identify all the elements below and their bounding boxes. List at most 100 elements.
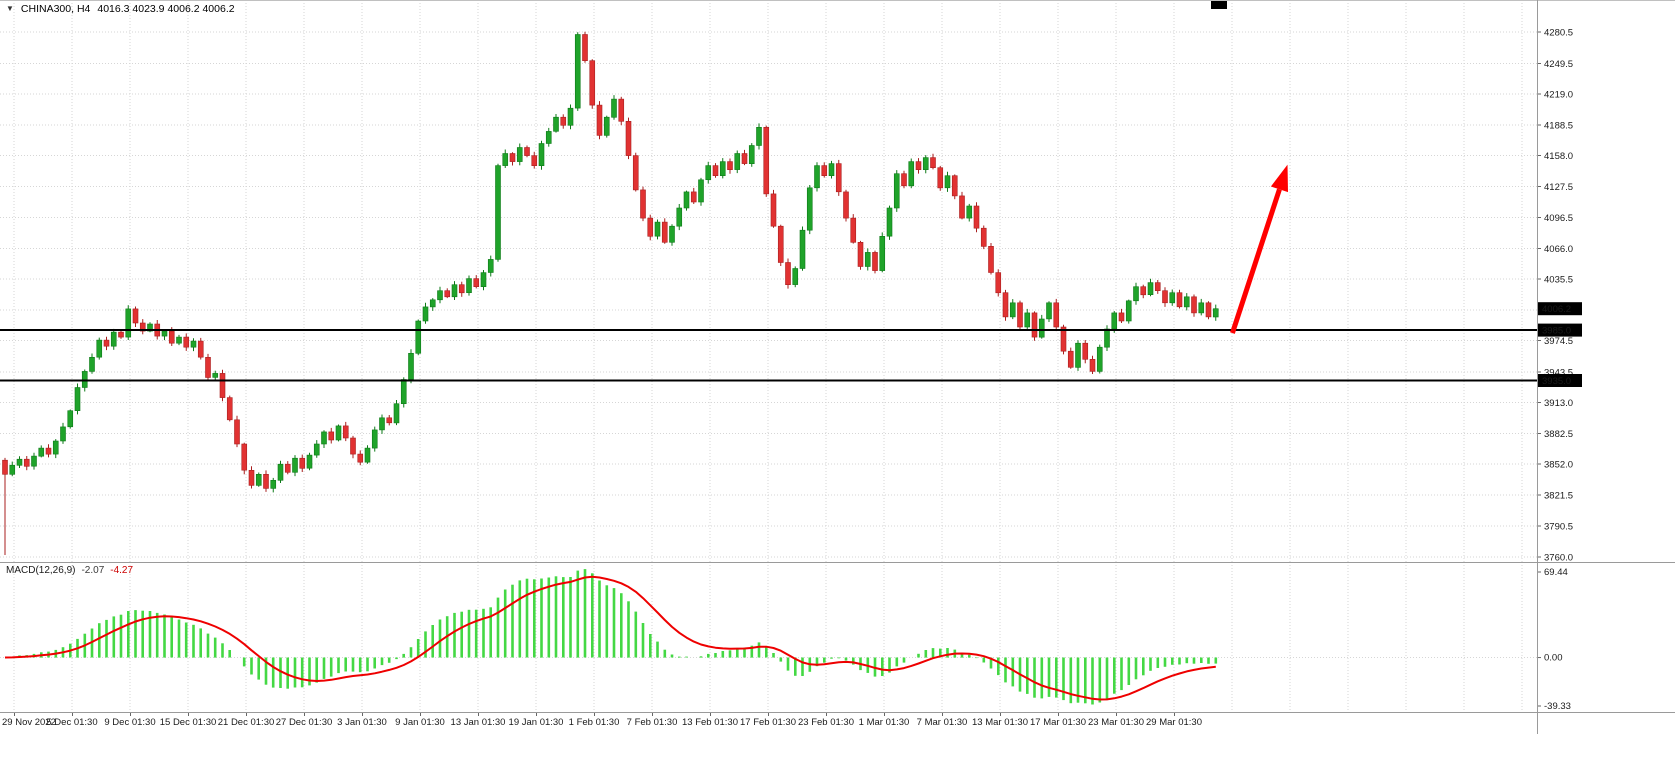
macd-signal-line [4,575,1216,701]
candle [901,173,907,187]
price-tick-label: 4035.5 [1544,275,1573,286]
candle [698,179,704,203]
candle [118,331,124,338]
candle [495,165,501,260]
candle [96,339,103,358]
candle [799,229,806,269]
candle [640,189,646,219]
price-tick-label: 3882.5 [1544,429,1573,440]
time-label: 13 Feb 01:30 [682,717,738,728]
candle [400,379,407,405]
time-tick-mark [710,713,711,716]
candle [444,290,451,298]
candle [930,157,936,169]
candle [1133,286,1139,302]
time-label: 17 Feb 01:30 [740,717,796,728]
candle [132,308,139,324]
chart-shift-marker[interactable] [1211,1,1227,9]
time-tick-mark [768,713,769,716]
candle [944,175,951,189]
price-tick-label: 3913.0 [1544,398,1573,409]
macd-histogram [10,569,1218,705]
price-axis-separator[interactable] [1537,0,1538,734]
candle [67,410,74,428]
candle [502,153,509,166]
macd-grid-layer [13,562,1523,712]
price-tick-label: 4249.5 [1544,59,1573,70]
symbol-dropdown-icon[interactable]: ▼ [6,4,14,13]
price-tick-label: 3760.0 [1544,553,1573,563]
candle [1089,358,1096,372]
candle [473,278,480,288]
macd-axis-label: -39.33 [1544,701,1571,712]
panel-separator[interactable] [0,562,1675,563]
time-tick-mark [594,713,595,716]
candle [364,447,371,463]
time-tick-mark [72,713,73,716]
candle [676,207,683,227]
price-tick-label: 3790.5 [1544,522,1573,533]
candle [422,306,429,322]
candle [618,98,625,122]
candle [582,34,588,62]
candle [741,153,748,164]
candle [205,356,211,378]
candle [415,320,422,354]
candle [1104,328,1110,348]
candle [835,163,842,193]
macd-header: MACD(12,26,9) -2.07 -4.27 [6,565,133,576]
candle [719,161,726,177]
candle [1096,346,1103,372]
candle [371,429,378,449]
candle [647,217,654,237]
candle [603,116,610,136]
candle [1111,312,1118,330]
candle [212,373,219,378]
macd-axis-label: 69.44 [1544,567,1568,578]
time-label: 1 Mar 01:30 [858,717,910,728]
trend-arrow-annotation[interactable] [1230,164,1288,334]
candle [1169,292,1176,304]
candle [23,458,30,467]
candle [1009,302,1016,318]
candle [306,454,313,469]
macd-indicator-panel[interactable]: 69.44 0.00 -39.33 [0,562,1675,713]
time-tick-mark [420,713,421,716]
symbol-period-label: CHINA300, H4 [20,3,91,15]
candle [857,242,864,267]
time-tick-mark [1000,713,1001,716]
candle [922,157,929,171]
candle [821,165,828,177]
candle [480,272,487,288]
time-tick-mark [826,713,827,716]
time-label: 29 Mar 01:30 [1146,717,1202,728]
price-tick-label: 4127.5 [1544,182,1573,193]
candle [31,455,37,467]
candle [226,397,233,421]
time-axis[interactable]: 29 Nov 2022 5 Dec 01:30 9 Dec 01:30 15 Dec … [0,713,1675,735]
candle [886,207,893,237]
bid-price-badge: 4006.2 [1538,302,1582,316]
candle [553,116,559,132]
chart-top-border [0,0,1675,1]
candle [879,236,886,271]
candle [828,163,835,177]
candle [328,431,335,441]
price-axis[interactable]: 4280.5 4249.5 4219.0 4188.5 4158.0 4127.5 4096… [1537,28,1582,563]
candle [89,356,95,372]
candle [574,34,581,109]
candle [147,323,153,332]
candle [38,447,45,457]
candle [661,221,668,243]
main-price-chart[interactable]: 4280.5 4249.5 4219.0 4188.5 4158.0 4127.5 4096… [0,0,1675,562]
candle [843,191,849,219]
candle [777,225,784,263]
time-tick-mark [130,713,131,716]
candle [74,387,81,412]
candle [1140,286,1147,296]
price-tick-label: 3943.5 [1544,367,1573,378]
candle [2,459,8,475]
time-tick-mark [1058,713,1059,716]
candle [110,331,117,347]
svg-text:3985.0: 3985.0 [1542,326,1571,337]
